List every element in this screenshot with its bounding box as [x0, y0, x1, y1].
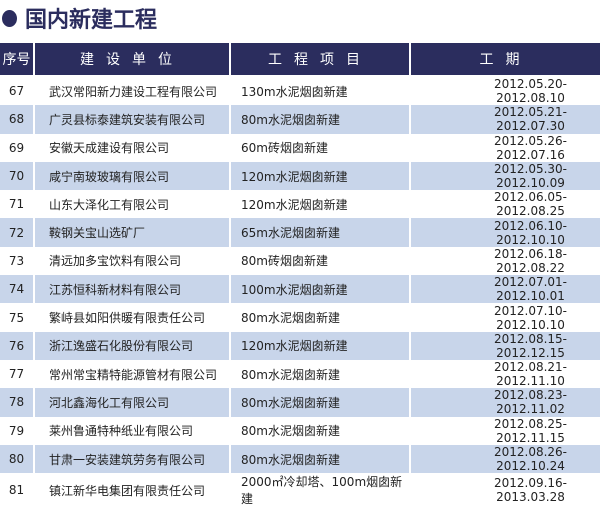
row-index: 67: [8, 84, 25, 99]
row-company: 河北鑫海化工有限公司: [35, 388, 229, 417]
table-row: 81 镇江新华电集团有限责任公司 2000㎡冷却塔、100m烟囱新建 2012.09.…: [0, 473, 600, 507]
row-index: 80: [0, 444, 33, 474]
row-project: 120m水泥烟囱新建: [231, 331, 409, 360]
row-project: 80m砖烟囱新建: [241, 254, 328, 269]
projects-table: 序号 建设单位 工程项目 工期 67 武汉常阳新力建设工程有限公司 130m水泥烟囱…: [0, 43, 600, 507]
row-company: 浙江逸盛石化股份有限公司: [35, 331, 229, 360]
row-company: 山东大泽化工有限公司: [49, 197, 170, 212]
table-row: 70 咸宁南玻玻璃有限公司 120m水泥烟囱新建 2012.05.30-2012.10…: [0, 161, 600, 191]
row-period: 2012.05.20-2012.08.10: [493, 77, 568, 106]
row-period: 2012.06.05-2012.08.25: [493, 190, 568, 219]
row-period: 2012.06.18-2012.08.22: [493, 246, 568, 275]
row-project: 80m水泥烟囱新建: [241, 367, 340, 382]
header-company: 建设单位: [35, 43, 229, 75]
row-project: 120m水泥烟囱新建: [241, 197, 348, 212]
table-row: 72 鞍钢关宝山选矿厂 65m水泥烟囱新建 2012.06.10-2012.10.10: [0, 218, 600, 247]
row-period: 2012.08.26-2012.10.24: [411, 444, 600, 474]
row-project: 2000㎡冷却塔、100m烟囱新建: [241, 475, 403, 507]
table-row: 67 武汉常阳新力建设工程有限公司 130m水泥烟囱新建 2012.05.20-201…: [0, 75, 600, 105]
row-company: 清远加多宝饮料有限公司: [49, 254, 182, 269]
row-index: 76: [0, 331, 33, 360]
row-index: 71: [8, 197, 25, 212]
row-index: 74: [0, 275, 33, 304]
row-period: 2012.05.21-2012.07.30: [411, 105, 600, 134]
row-project: 130m水泥烟囱新建: [241, 84, 348, 99]
header-period: 工期: [411, 43, 600, 75]
row-project: 80m水泥烟囱新建: [241, 424, 340, 439]
row-index: 81: [8, 483, 25, 498]
row-index: 70: [0, 161, 33, 191]
table-row: 77 常州常宝精特能源管材有限公司 80m水泥烟囱新建 2012.08.21-2012…: [0, 360, 600, 388]
header-project: 工程项目: [231, 43, 409, 75]
row-index: 79: [8, 423, 25, 438]
bullet-icon: [2, 9, 17, 27]
row-company: 安徽天成建设有限公司: [49, 141, 170, 156]
table-row: 74 江苏恒科新材料有限公司 100m水泥烟囱新建 2012.07.01-2012.1…: [0, 275, 600, 304]
table-row: 68 广灵县标泰建筑安装有限公司 80m水泥烟囱新建 2012.05.21-2012.…: [0, 105, 600, 134]
table-row: 78 河北鑫海化工有限公司 80m水泥烟囱新建 2012.08.23-2012.11.…: [0, 388, 600, 417]
row-period: 2012.08.21-2012.11.10: [493, 360, 568, 389]
row-company: 咸宁南玻玻璃有限公司: [35, 161, 229, 191]
table-row: 76 浙江逸盛石化股份有限公司 120m水泥烟囱新建 2012.08.15-2012.…: [0, 331, 600, 360]
table-row: 71 山东大泽化工有限公司 120m水泥烟囱新建 2012.06.05-2012.08…: [0, 190, 600, 218]
row-index: 73: [8, 253, 25, 268]
row-index: 78: [0, 388, 33, 417]
row-company: 甘肃一安装建筑劳务有限公司: [35, 444, 229, 474]
row-project: 80m水泥烟囱新建: [231, 444, 409, 474]
row-company: 常州常宝精特能源管材有限公司: [49, 367, 218, 382]
table-header: 序号 建设单位 工程项目 工期: [0, 43, 600, 75]
row-index: 69: [8, 140, 25, 155]
row-index: 77: [8, 367, 25, 382]
row-company: 江苏恒科新材料有限公司: [35, 275, 229, 304]
row-company: 莱州鲁通特种纸业有限公司: [49, 424, 194, 439]
row-project: 65m水泥烟囱新建: [231, 218, 409, 247]
section-title-text: 国内新建工程: [25, 8, 158, 33]
row-period: 2012.07.10-2012.10.10: [493, 303, 568, 332]
table-row: 75 繁峙县如阳供暖有限责任公司 80m水泥烟囱新建 2012.07.10-2012.…: [0, 303, 600, 332]
row-project: 100m水泥烟囱新建: [231, 275, 409, 304]
row-period: 2012.07.01-2012.10.01: [411, 275, 600, 304]
table-row: 80 甘肃一安装建筑劳务有限公司 80m水泥烟囱新建 2012.08.26-2012.…: [0, 444, 600, 474]
row-project: 80m水泥烟囱新建: [231, 105, 409, 134]
header-index: 序号: [0, 43, 33, 75]
row-index: 75: [8, 310, 25, 325]
row-project: 80m水泥烟囱新建: [231, 388, 409, 417]
row-period: 2012.06.10-2012.10.10: [411, 218, 600, 247]
row-company: 镇江新华电集团有限责任公司: [49, 483, 206, 498]
section-title: 国内新建工程: [2, 2, 157, 34]
row-project: 80m水泥烟囱新建: [241, 311, 340, 326]
row-project: 120m水泥烟囱新建: [231, 161, 409, 191]
row-period: 2012.05.30-2012.10.09: [411, 161, 600, 191]
row-company: 繁峙县如阳供暖有限责任公司: [49, 311, 206, 326]
row-period: 2012.08.15-2012.12.15: [411, 331, 600, 360]
row-company: 广灵县标泰建筑安装有限公司: [35, 105, 229, 134]
table-row: 69 安徽天成建设有限公司 60m砖烟囱新建 2012.05.26-2012.07.1…: [0, 134, 600, 162]
row-period: 2012.08.25-2012.11.15: [493, 416, 568, 445]
row-company: 武汉常阳新力建设工程有限公司: [49, 84, 218, 99]
table-row: 73 清远加多宝饮料有限公司 80m砖烟囱新建 2012.06.18-2012.08.…: [0, 247, 600, 275]
row-period: 2012.09.16-2013.03.28: [493, 476, 568, 505]
row-index: 68: [0, 105, 33, 134]
row-period: 2012.05.26-2012.07.16: [493, 133, 568, 162]
row-project: 60m砖烟囱新建: [241, 141, 328, 156]
row-company: 鞍钢关宝山选矿厂: [35, 218, 229, 247]
row-index: 72: [0, 218, 33, 247]
table-row: 79 莱州鲁通特种纸业有限公司 80m水泥烟囱新建 2012.08.25-2012.1…: [0, 417, 600, 445]
row-period: 2012.08.23-2012.11.02: [411, 388, 600, 417]
